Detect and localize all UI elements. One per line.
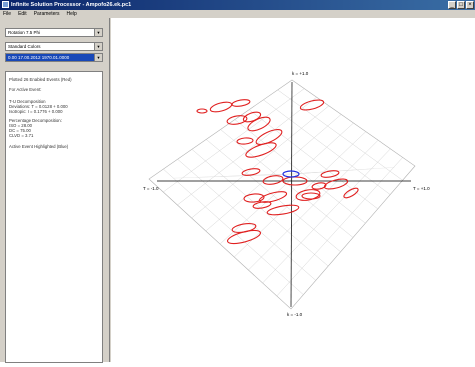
info-enabled-events: Plotted 26 Enabled Events (Red) (9, 77, 72, 82)
info-isotropic: Isotropic: I = 0.1776 + 0.000 (9, 109, 63, 114)
menu-parameters[interactable]: Parameters (34, 10, 60, 18)
event-ellipse-enabled (226, 114, 247, 125)
event-ellipse-enabled (299, 98, 324, 112)
label-t-left: T = -1.0 (143, 186, 159, 191)
maximize-button[interactable]: □ (457, 1, 465, 9)
window-title: Infinite Solution Processor - Ampofo26.e… (11, 0, 131, 10)
label-t-right: T = +1.0 (413, 186, 430, 191)
grid-ray (292, 167, 395, 174)
plot-outline (149, 80, 415, 309)
chevron-down-icon[interactable]: ▼ (94, 43, 102, 50)
chevron-down-icon[interactable]: ▼ (94, 29, 102, 36)
grid-line (277, 157, 403, 296)
event-ellipse-enabled (302, 193, 320, 199)
rotation-dropdown-value: Rotation 7.5 Phi (8, 29, 40, 36)
hudson-plot: k = +1.0 T = -1.0 T = +1.0 k = -1.0 (111, 18, 475, 362)
axes (157, 82, 411, 307)
menu-file[interactable]: File (3, 10, 11, 18)
event-ellipse-enabled (209, 100, 232, 113)
app-icon (2, 1, 9, 8)
close-button[interactable]: × (466, 1, 474, 9)
event-ellipse-enabled (232, 98, 251, 107)
info-panel: Plotted 26 Enabled Events (Red) For Acti… (5, 71, 103, 363)
title-bar[interactable]: Infinite Solution Processor - Ampofo26.e… (0, 0, 475, 10)
event-ellipse-enabled (267, 203, 300, 216)
event-dropdown[interactable]: 0.00 17.00.2012 1970.01.0000 ▼ (5, 53, 103, 62)
label-k-bottom: k = -1.0 (287, 312, 303, 317)
color-scheme-dropdown-value: Standard Colors (8, 43, 41, 50)
menu-edit[interactable]: Edit (18, 10, 27, 18)
chevron-down-icon[interactable]: ▼ (94, 54, 102, 61)
event-ellipse-enabled (237, 137, 253, 144)
rotation-dropdown[interactable]: Rotation 7.5 Phi ▼ (5, 28, 103, 37)
info-highlight-note: Active Event Highlighted (Blue) (9, 144, 68, 149)
color-scheme-dropdown[interactable]: Standard Colors ▼ (5, 42, 103, 51)
event-ellipse-enabled (323, 177, 348, 191)
plot-area[interactable]: k = +1.0 T = -1.0 T = +1.0 k = -1.0 (111, 18, 475, 362)
info-clvd: CLVD = 3.71 (9, 133, 33, 138)
grid-line (278, 90, 403, 180)
menu-bar: File Edit Parameters Help (0, 10, 475, 18)
event-dropdown-value: 0.00 17.00.2012 1970.01.0000 (8, 54, 69, 61)
info-active-event: For Active Event: (9, 87, 41, 92)
events (197, 98, 359, 246)
control-panel: Rotation 7.5 Phi ▼ Standard Colors ▼ 0.0… (0, 18, 110, 362)
event-ellipse-enabled (197, 109, 207, 113)
label-k-top: k = +1.0 (292, 71, 309, 76)
grid (149, 80, 415, 309)
minimize-button[interactable]: _ (448, 1, 456, 9)
menu-help[interactable]: Help (67, 10, 77, 18)
event-ellipse-enabled (262, 174, 283, 185)
